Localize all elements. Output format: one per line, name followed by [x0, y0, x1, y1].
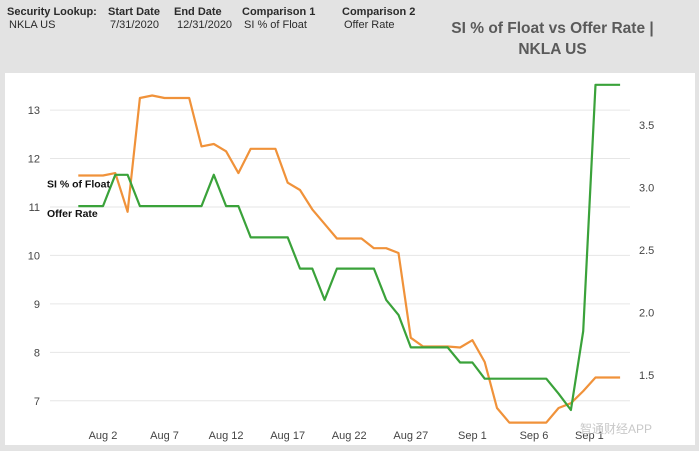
- x-tick-label: Aug 17: [270, 430, 305, 442]
- series-inline-label: SI % of Float: [47, 178, 111, 190]
- x-tick-label: Sep 6: [520, 430, 549, 442]
- end-date-value[interactable]: 12/31/2020: [177, 19, 233, 31]
- x-tick-label: Aug 2: [89, 430, 118, 442]
- end-date-field[interactable]: End Date 12/31/2020: [174, 6, 232, 32]
- y-left-tick-label: 8: [34, 347, 40, 359]
- x-tick-label: Aug 27: [393, 430, 428, 442]
- x-tick-label: Aug 12: [209, 430, 244, 442]
- comparison2-label: Comparison 2: [342, 6, 416, 18]
- comparison1-label: Comparison 1: [242, 6, 316, 18]
- series-inline-label: Offer Rate: [47, 208, 98, 220]
- y-right-tick-label: 1.5: [639, 370, 654, 382]
- security-lookup-value[interactable]: NKLA US: [9, 19, 56, 31]
- start-date-label: Start Date: [108, 6, 160, 18]
- header: Security Lookup: NKLA US Start Date 7/31…: [0, 0, 699, 72]
- start-date-value[interactable]: 7/31/2020: [110, 19, 159, 31]
- x-tick-label: Aug 7: [150, 430, 179, 442]
- y-left-tick-label: 12: [28, 154, 40, 166]
- y-right-tick-label: 2.0: [639, 307, 654, 319]
- comparison1-value[interactable]: SI % of Float: [244, 19, 307, 31]
- line-chart: 7 8 9 10 11 12 13 1.5 2.0 2.5 3.0 3.5 Aug 2 Aug 7 Aug …: [28, 83, 654, 442]
- security-lookup-field[interactable]: Security Lookup: NKLA US: [7, 6, 97, 32]
- security-lookup-label: Security Lookup:: [7, 6, 97, 18]
- y-right-tick-label: 2.5: [639, 245, 654, 257]
- chart-panel: 7 8 9 10 11 12 13 1.5 2.0 2.5 3.0 3.5 Aug 2 Aug 7 Aug …: [5, 73, 695, 445]
- y-left-tick-label: 9: [34, 299, 40, 311]
- x-tick-label: Sep 1: [575, 430, 604, 442]
- y-right-tick-label: 3.0: [639, 182, 654, 194]
- y-left-tick-label: 11: [29, 202, 40, 214]
- y-left-tick-label: 10: [28, 250, 40, 262]
- x-tick-label: Aug 22: [332, 430, 367, 442]
- comparison2-value[interactable]: Offer Rate: [344, 19, 395, 31]
- x-tick-label: Sep 1: [458, 430, 487, 442]
- comparison1-field[interactable]: Comparison 1 SI % of Float: [242, 6, 315, 32]
- chart-title: SI % of Float vs Offer Rate | NKLA US: [440, 18, 665, 60]
- comparison2-field[interactable]: Comparison 2 Offer Rate: [342, 6, 415, 32]
- watermark: 智通财经APP: [580, 422, 653, 436]
- start-date-field[interactable]: Start Date 7/31/2020: [108, 6, 160, 32]
- y-left-tick-label: 7: [34, 396, 40, 408]
- chart-title-line2: NKLA US: [518, 41, 587, 58]
- series-line-offer-rate: [78, 83, 621, 412]
- chart-title-line1: SI % of Float vs Offer Rate |: [451, 20, 654, 37]
- series-line-si-of-float: [78, 94, 621, 424]
- end-date-label: End Date: [174, 6, 222, 18]
- y-right-tick-label: 3.5: [639, 120, 654, 132]
- y-left-tick-label: 13: [28, 105, 40, 117]
